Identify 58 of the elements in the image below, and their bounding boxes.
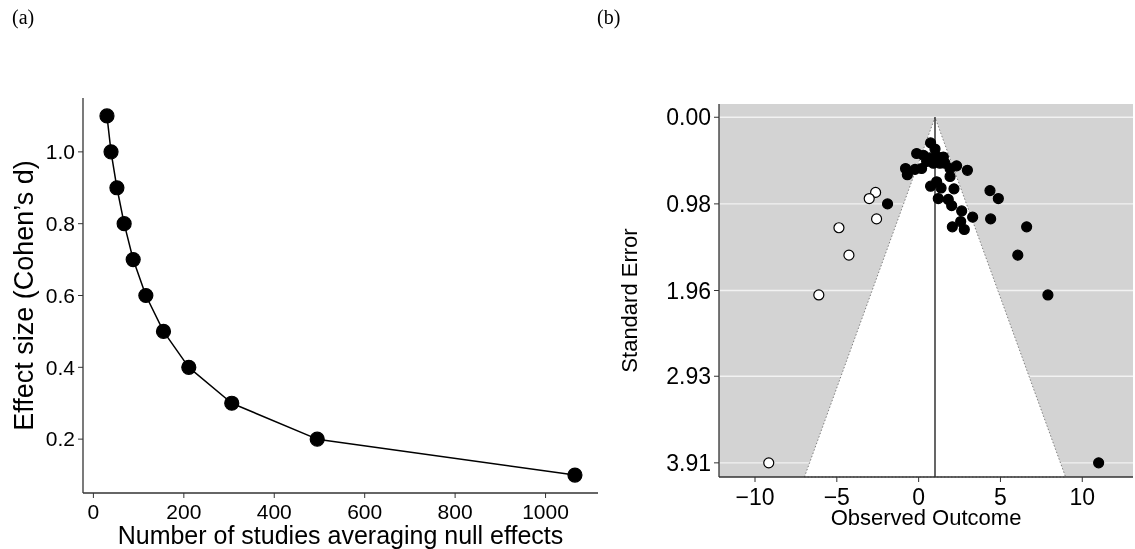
point xyxy=(948,183,960,195)
point xyxy=(763,457,775,469)
point xyxy=(181,359,197,375)
point xyxy=(567,467,583,483)
y-tick-label: 0.6 xyxy=(45,283,75,307)
point xyxy=(99,108,115,124)
y-tick-label: 0.98 xyxy=(666,190,711,217)
point xyxy=(1021,221,1033,233)
point xyxy=(961,164,973,176)
y-axis-title: Effect size (Cohen’s d) xyxy=(9,160,39,431)
point xyxy=(224,395,240,411)
y-tick-label: 0.2 xyxy=(45,427,75,451)
point xyxy=(813,289,825,301)
point xyxy=(951,160,963,172)
y-tick-label: 3.91 xyxy=(666,449,711,476)
point xyxy=(1012,249,1024,261)
point xyxy=(946,200,958,212)
point xyxy=(863,192,875,205)
y-tick-label: 0.00 xyxy=(666,104,711,131)
point xyxy=(109,180,125,196)
point xyxy=(956,205,968,217)
point xyxy=(870,213,883,225)
x-tick-label: 200 xyxy=(166,500,202,523)
y-tick-label: 1.96 xyxy=(666,277,711,304)
x-tick-label: 1000 xyxy=(522,500,569,523)
point xyxy=(985,213,997,225)
point xyxy=(125,251,141,268)
point xyxy=(1042,289,1054,301)
point xyxy=(138,287,154,304)
x-tick-label: 600 xyxy=(347,500,383,523)
point xyxy=(946,221,958,233)
y-tick-label: 0.8 xyxy=(45,212,75,236)
point xyxy=(967,211,979,223)
point xyxy=(833,222,845,234)
point xyxy=(881,198,894,210)
x-tick-label: 0 xyxy=(87,500,100,523)
point xyxy=(116,216,132,232)
point xyxy=(103,144,119,160)
y-tick-label: 1.0 xyxy=(45,140,75,164)
x-tick-label: 10 xyxy=(1069,484,1096,510)
y-tick-label: 2.93 xyxy=(666,363,711,390)
point xyxy=(984,185,996,197)
chart-title: (a) xyxy=(12,6,35,29)
x-tick-label: −10 xyxy=(735,484,775,510)
point xyxy=(935,182,947,194)
y-axis-title: Standard Error xyxy=(617,228,642,373)
point xyxy=(1093,457,1105,469)
x-tick-label: 800 xyxy=(437,500,473,523)
chart-title: (b) xyxy=(597,6,621,29)
point xyxy=(932,192,944,205)
point xyxy=(958,223,970,236)
x-axis-title: Number of studies averaging null effects xyxy=(117,521,564,549)
y-tick-label: 0.4 xyxy=(45,355,76,379)
point xyxy=(155,323,172,340)
point xyxy=(843,249,855,261)
point xyxy=(992,192,1004,205)
point xyxy=(309,431,325,447)
x-tick-label: 400 xyxy=(256,500,292,523)
